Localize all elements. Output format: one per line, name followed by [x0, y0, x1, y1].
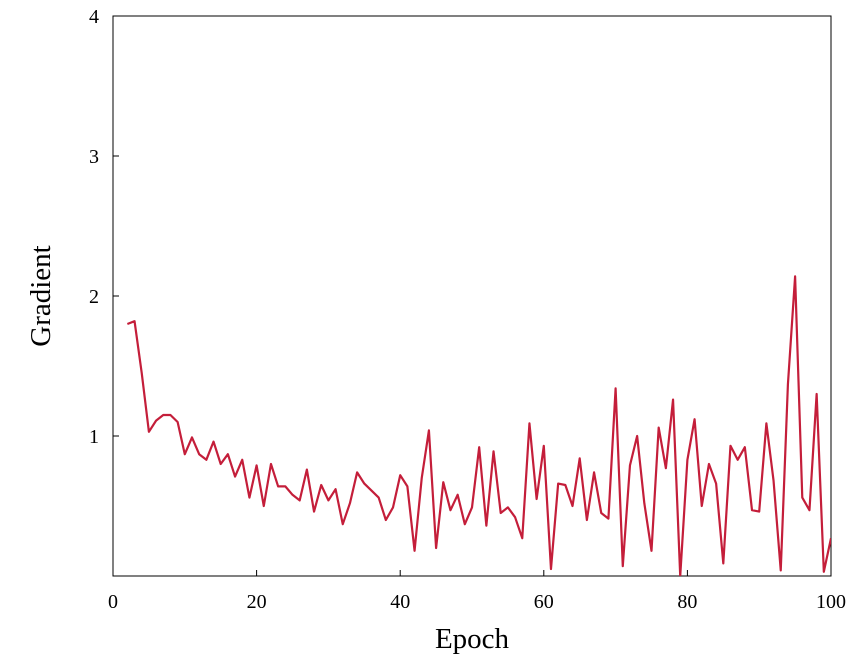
- x-tick-label: 60: [534, 591, 554, 613]
- x-tick-label: 20: [247, 591, 267, 613]
- plot-frame: [112, 15, 832, 577]
- y-axis-title: Gradient: [25, 245, 57, 346]
- y-tick-label: 3: [89, 146, 99, 168]
- x-tick-label: 40: [390, 591, 410, 613]
- x-tick-label: 0: [108, 591, 118, 613]
- y-tick-label: 4: [89, 6, 99, 28]
- data-line: [126, 275, 831, 576]
- y-tick-label: 2: [89, 286, 99, 308]
- x-tick-label: 100: [816, 591, 846, 613]
- y-tick-label: 1: [89, 426, 99, 448]
- x-axis-title: Epoch: [435, 623, 510, 655]
- x-tick-label: 80: [677, 591, 697, 613]
